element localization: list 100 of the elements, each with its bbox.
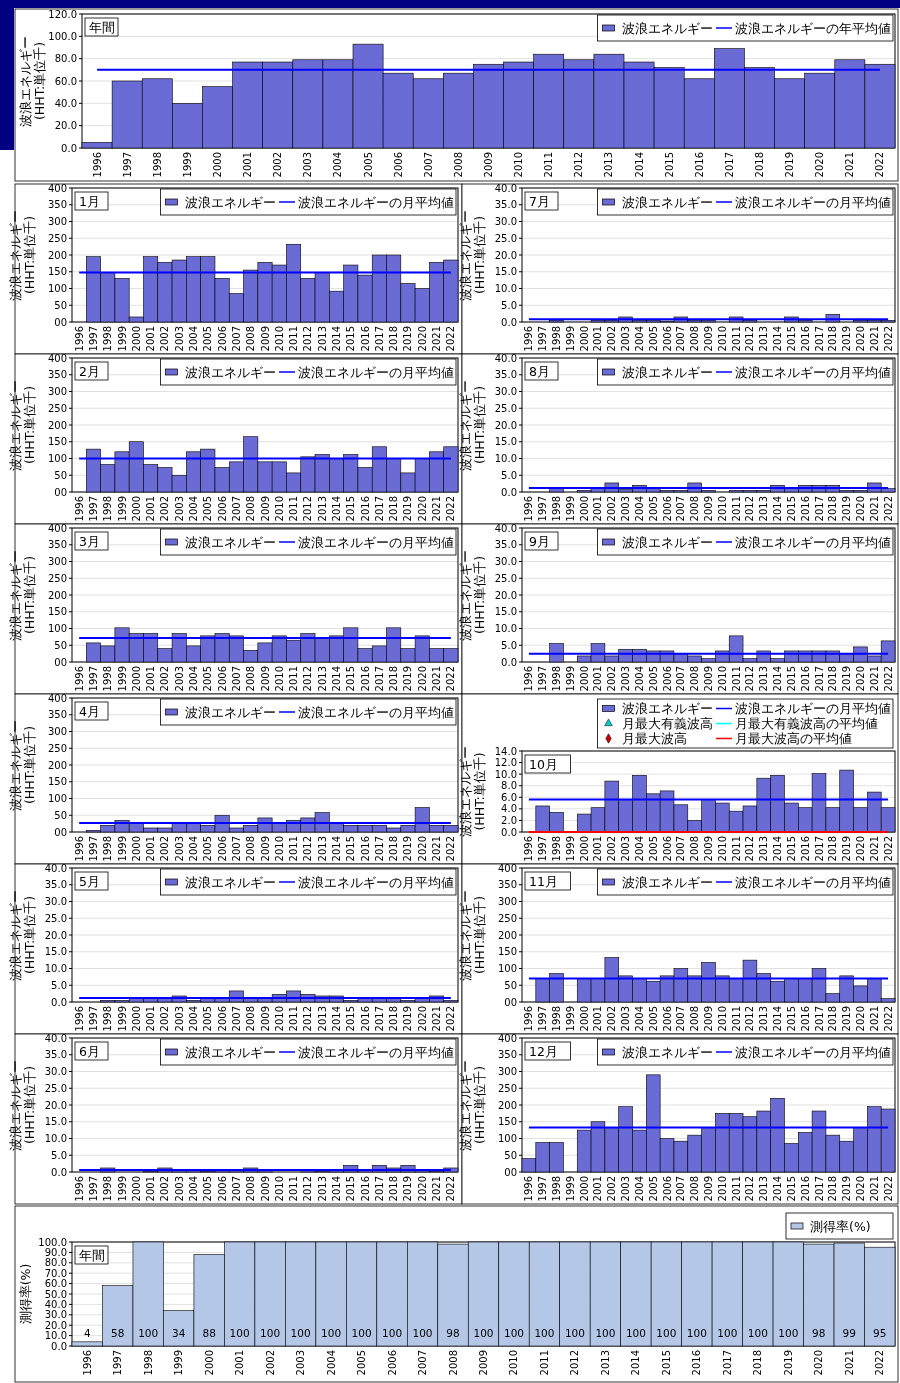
y-tick-label: 350 xyxy=(497,1049,517,1061)
x-tick-label: 2001 xyxy=(145,836,157,862)
y-tick-label: 300 xyxy=(497,1066,517,1077)
y-tick-label: 25.0 xyxy=(44,912,67,924)
y-tick-label: 200 xyxy=(47,249,67,261)
x-tick-label: 2015 xyxy=(345,666,357,692)
text: 1月 xyxy=(79,193,100,209)
text: 4月 xyxy=(79,703,100,719)
y-axis-title: 波浪エネルギー(HHT:単位千) xyxy=(18,35,47,127)
x-tick-label: 2012 xyxy=(302,1176,314,1202)
data-label: 100 xyxy=(351,1327,372,1339)
x-tick-label: 1997 xyxy=(537,496,549,522)
y-tick-label: 25.0 xyxy=(44,1082,67,1094)
x-tick-label: 2000 xyxy=(130,1006,142,1032)
y-tick-label: 250 xyxy=(47,232,67,244)
data-label: 100 xyxy=(747,1327,768,1339)
x-tick-label: 2000 xyxy=(130,666,142,692)
x-tick-label: 2000 xyxy=(130,496,142,522)
x-tick-label: 2020 xyxy=(416,666,428,692)
legend-label: 波浪エネルギーの月平均値 xyxy=(298,364,454,380)
x-tick-label: 2007 xyxy=(675,836,687,862)
x-tick-label: 2010 xyxy=(273,666,285,692)
x-tick-label: 2003 xyxy=(620,496,632,522)
x-tick-label: 2014 xyxy=(330,326,342,352)
x-tick-label: 2014 xyxy=(772,836,784,862)
y-tick-label: 15.0 xyxy=(494,606,517,618)
x-tick-label: 2011 xyxy=(288,1176,300,1202)
x-tick-label: 2020 xyxy=(416,1006,428,1032)
x-tick-label: 1997 xyxy=(87,1006,99,1032)
x-tick-label: 2010 xyxy=(716,496,728,522)
x-tick-label: 2019 xyxy=(782,1350,794,1376)
data-label: 100 xyxy=(686,1327,707,1339)
x-tick-label: 2002 xyxy=(606,326,618,352)
x-tick-label: 2017 xyxy=(373,836,385,862)
x-tick-label: 2019 xyxy=(841,496,853,522)
x-tick-label: 2006 xyxy=(661,836,673,862)
y-tick-label: 150 xyxy=(47,266,67,278)
x-tick-label: 2010 xyxy=(716,326,728,352)
y-tick-label: 15.0 xyxy=(44,1116,67,1128)
legend-label: 波浪エネルギー xyxy=(184,874,276,890)
x-tick-label: 2020 xyxy=(814,152,826,178)
x-tick-label: 2022 xyxy=(445,836,457,862)
x-tick-label: 1998 xyxy=(151,152,163,178)
x-tick-label: 2006 xyxy=(216,836,228,862)
x-tick-label: 2019 xyxy=(841,1006,853,1032)
y-tick-label: 25.0 xyxy=(494,232,517,244)
y-tick-label: 25.0 xyxy=(494,402,517,414)
y-tick-label: 40.0 xyxy=(494,182,517,194)
x-tick-label: 2006 xyxy=(661,1006,673,1032)
y-tick-label: 350 xyxy=(497,879,517,891)
x-tick-label: 2018 xyxy=(754,152,765,178)
x-tick-label: 2001 xyxy=(145,496,157,522)
x-tick-label: 2010 xyxy=(273,326,285,352)
x-tick-label: 2016 xyxy=(359,666,371,692)
y-tick-label: 10.0 xyxy=(494,623,517,634)
x-tick-label: 2012 xyxy=(744,1006,756,1032)
x-tick-label: 2003 xyxy=(620,1176,632,1202)
y-tick-label: 2.0 xyxy=(501,814,517,826)
x-tick-label: 2016 xyxy=(359,1006,371,1032)
x-tick-label: 2009 xyxy=(703,1176,714,1202)
x-tick-label: 2016 xyxy=(799,666,811,692)
x-tick-label: 2005 xyxy=(362,152,374,178)
text: 9月 xyxy=(529,533,550,549)
y-tick-label: 150 xyxy=(47,606,67,618)
y-tick-label: 350 xyxy=(47,539,67,551)
x-tick-label: 2009 xyxy=(478,1350,489,1376)
x-tick-label: 2019 xyxy=(841,1176,853,1202)
x-tick-label: 2017 xyxy=(813,326,825,352)
x-tick-label: 1996 xyxy=(523,836,535,862)
x-tick-label: 1998 xyxy=(102,496,114,522)
x-tick-label: 1999 xyxy=(116,1006,128,1032)
x-tick-label: 2005 xyxy=(202,1006,214,1032)
x-tick-label: 2013 xyxy=(758,1176,770,1202)
y-axis-title: 波浪エネルギー(HHT:単位千) xyxy=(458,379,487,471)
x-tick-label: 2015 xyxy=(785,1176,797,1202)
x-tick-label: 2013 xyxy=(603,152,615,178)
y-tick-label: 4.0 xyxy=(501,803,517,815)
y-tick-label: 150 xyxy=(47,436,67,448)
x-tick-label: 2008 xyxy=(447,1350,459,1376)
x-tick-label: 2019 xyxy=(841,326,853,352)
x-tick-label: 2008 xyxy=(689,326,701,352)
x-tick-label: 2009 xyxy=(703,326,714,352)
y-tick-label: 400 xyxy=(47,182,67,194)
x-tick-label: 2013 xyxy=(316,326,328,352)
y-tick-label: 120.0 xyxy=(48,8,77,20)
x-tick-label: 2013 xyxy=(316,836,328,862)
x-tick-label: 2001 xyxy=(242,152,254,178)
data-label: 100 xyxy=(290,1327,311,1339)
x-tick-label: 2009 xyxy=(259,326,271,352)
data-label: 100 xyxy=(656,1327,677,1339)
x-tick-label: 2018 xyxy=(827,836,839,862)
y-tick-label: 35.0 xyxy=(44,1049,67,1061)
data-label: 100 xyxy=(595,1327,616,1339)
x-tick-label: 1998 xyxy=(551,1006,563,1032)
data-label: 100 xyxy=(229,1327,250,1339)
x-tick-label: 2012 xyxy=(302,1006,314,1032)
x-tick-label: 2008 xyxy=(689,666,701,692)
y-tick-label: 25.0 xyxy=(494,572,517,584)
x-tick-label: 2021 xyxy=(868,836,880,862)
x-tick-label: 2015 xyxy=(345,496,357,522)
